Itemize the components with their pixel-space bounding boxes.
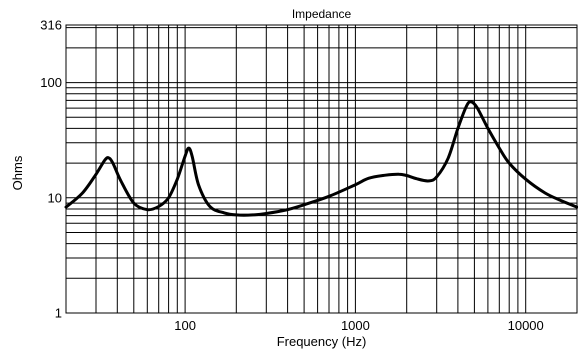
y-tick-label: 1: [55, 306, 62, 321]
chart-title: Impedance: [292, 7, 352, 21]
x-tick-label: 100: [174, 318, 196, 333]
y-tick-label: 316: [40, 18, 62, 33]
y-tick-label: 100: [40, 75, 62, 90]
plot-area-frame: [65, 24, 578, 314]
impedance-curve: [64, 100, 578, 217]
horizontal-grid: [66, 27, 577, 279]
y-tick-labels: 1 10 100 316: [40, 18, 62, 321]
x-tick-label: 1000: [341, 318, 370, 333]
y-tick-label: 10: [48, 190, 62, 205]
x-tick-labels: 100 1000 10000: [174, 318, 544, 333]
x-axis-label: Frequency (Hz): [277, 334, 367, 349]
x-tick-label: 10000: [508, 318, 544, 333]
y-axis-label: Ohms: [10, 155, 25, 190]
vertical-grid: [95, 25, 527, 313]
